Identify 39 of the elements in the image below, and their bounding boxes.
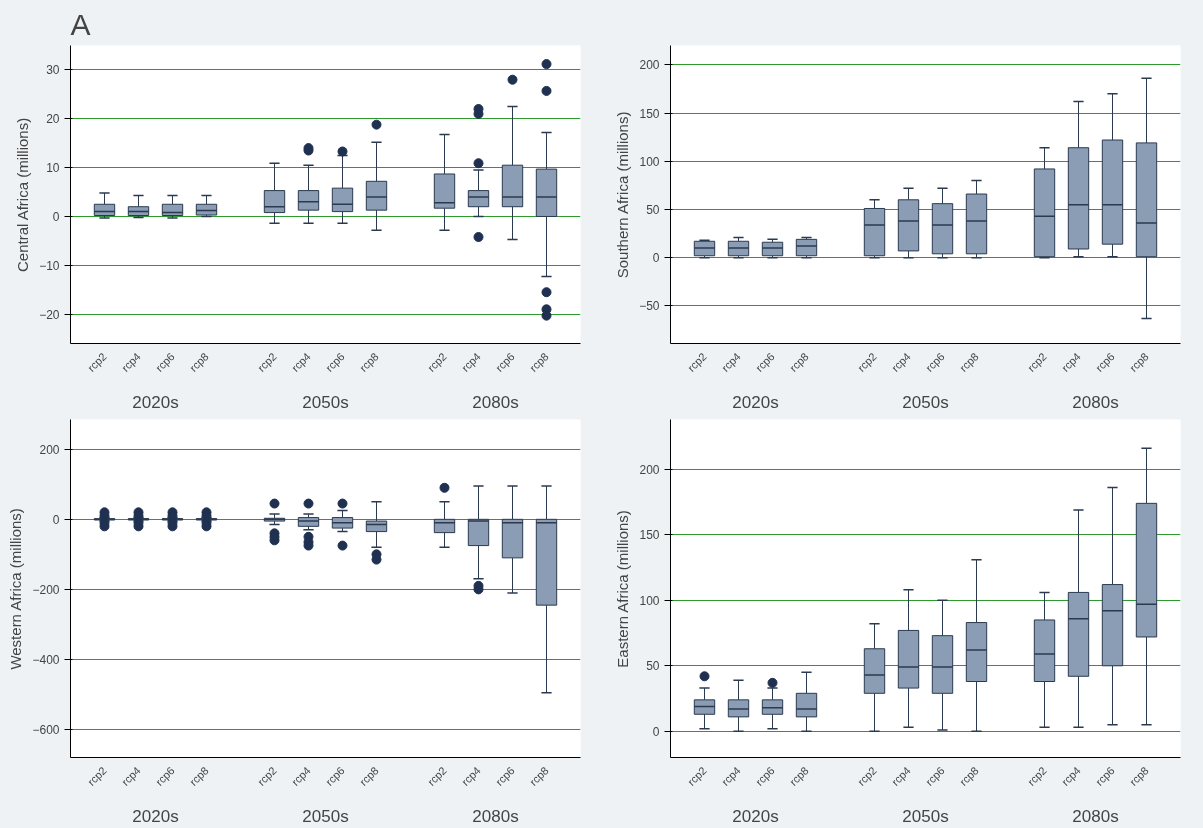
text: 2020s [732, 392, 779, 412]
y-tick-label: 200 [639, 462, 660, 477]
y-tick-label: −200 [32, 582, 60, 597]
y-tick-label: 0 [52, 209, 60, 224]
y-axis-title: Central Africa (millions) [14, 117, 32, 273]
text: 2050s [302, 392, 349, 412]
y-tick-label: 30 [46, 63, 60, 78]
y-tick-label: 150 [639, 528, 660, 543]
text: 2080s [472, 392, 519, 412]
y-tick-label: −600 [32, 722, 60, 737]
y-tick-label: 200 [639, 58, 660, 73]
y-tick-label: 50 [646, 659, 660, 674]
y-tick-label: 20 [46, 112, 60, 127]
y-tick-label: −400 [32, 652, 60, 667]
y-tick-label: 0 [52, 512, 60, 527]
y-tick-label: 50 [646, 202, 660, 217]
y-tick-label: −10 [39, 258, 60, 273]
y-tick-label: 200 [39, 442, 60, 457]
text: 2080s [1072, 806, 1119, 826]
text: 2020s [132, 392, 179, 412]
y-tick-label: 100 [639, 154, 660, 169]
y-axis-title: Western Africa (millions) [7, 508, 25, 670]
y-tick-label: 0 [652, 724, 660, 739]
y-tick-label: 100 [639, 593, 660, 608]
text: 2080s [472, 806, 519, 826]
y-tick-label: 10 [46, 161, 60, 176]
y-axis-title: Eastern Africa (millions) [614, 510, 632, 668]
y-tick-label: −20 [39, 307, 60, 322]
y-tick-label: 150 [639, 106, 660, 121]
text: 2080s [1072, 392, 1119, 412]
chart-title: A [70, 7, 91, 41]
y-axis-title: Southern Africa (millions) [614, 111, 632, 279]
text: 2020s [732, 806, 779, 826]
text: 2020s [132, 806, 179, 826]
text: 2050s [902, 392, 949, 412]
y-tick-label: −50 [639, 299, 660, 314]
y-tick-label: 0 [652, 251, 660, 266]
text: 2050s [902, 806, 949, 826]
text: 2050s [302, 806, 349, 826]
